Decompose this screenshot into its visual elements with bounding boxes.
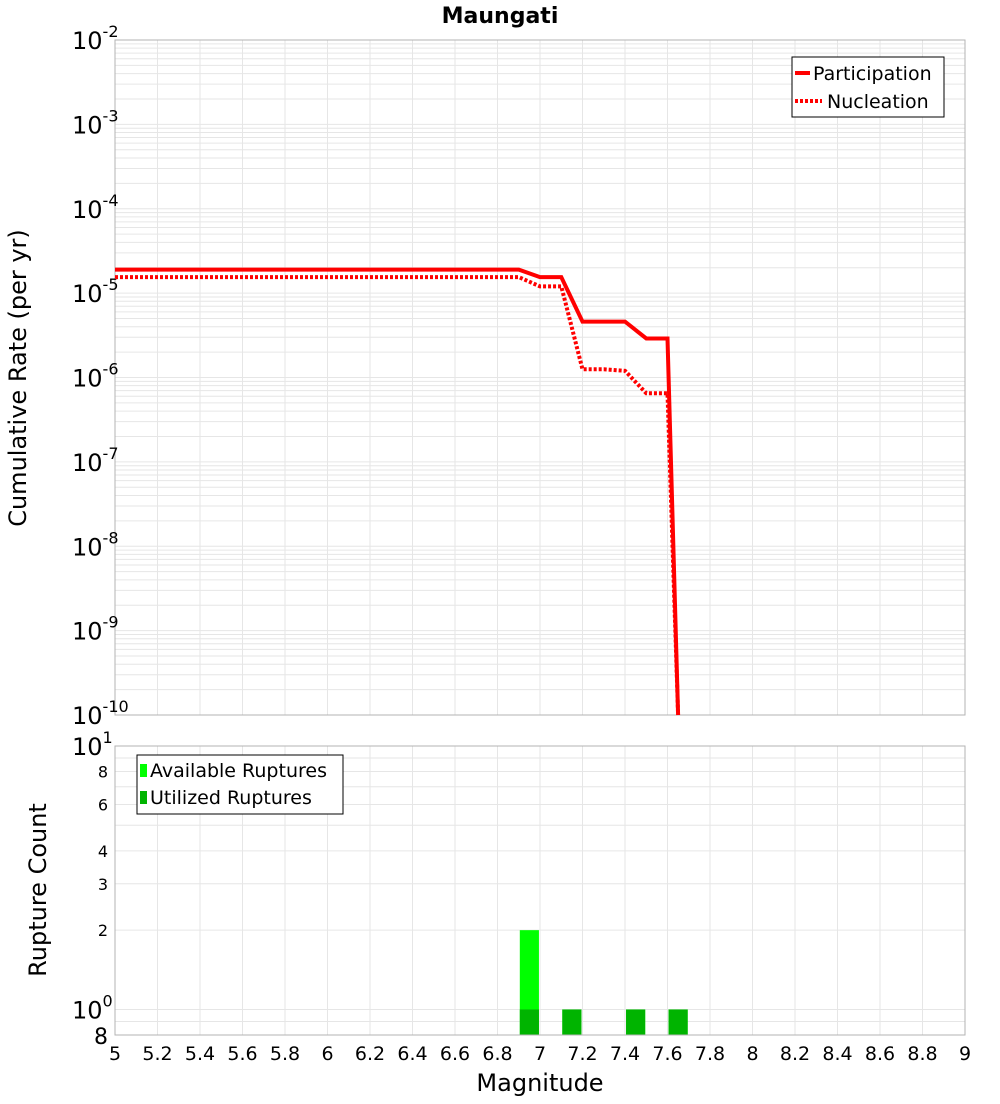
x-tick-label: 5.2 [142, 1043, 172, 1065]
rate-plot-legend-box [791, 56, 945, 118]
x-tick-label: 8 [746, 1043, 758, 1065]
series-line-participation [115, 267, 681, 716]
count-y-tick-label: 8 [98, 763, 108, 782]
bar-utilized [519, 1009, 539, 1035]
x-tick-label: 6.4 [397, 1043, 427, 1065]
x-tick-label: 8.4 [822, 1043, 852, 1065]
bar-utilized [626, 1009, 646, 1035]
x-tick-label: 7.2 [567, 1043, 597, 1065]
count-y-tick-label: 2 [98, 921, 108, 940]
rate-plot: 10-10 10-9 10-8 10-7 10-6 10-5 10-4 10-3 10-2 Cu… [4, 22, 966, 730]
x-tick-label: 7.4 [610, 1043, 640, 1065]
count-plot-legend-box [136, 754, 344, 815]
legend-label-available: Available Ruptures [150, 760, 327, 782]
x-tick-label: 6.6 [440, 1043, 470, 1065]
count-y-bottom-label: 8 [94, 1025, 108, 1050]
rate-y-tick-label: 10-2 [72, 22, 119, 55]
rate-plot-legend: Participation Nucleation [791, 56, 945, 118]
x-tick-label: 5.6 [227, 1043, 257, 1065]
legend-swatch-utilized [140, 791, 147, 804]
series-line-nucleation [115, 275, 681, 716]
legend-label-participation: Participation [813, 63, 932, 85]
legend-swatch-available [140, 764, 147, 777]
count-plot-y-label: Rupture Count [24, 803, 52, 977]
bar-available [519, 930, 539, 1035]
rate-y-tick-label: 10-9 [72, 613, 119, 646]
legend-label-nucleation: Nucleation [827, 91, 929, 113]
rate-plot-y-label: Cumulative Rate (per yr) [4, 229, 32, 527]
count-y-tick-label: 3 [98, 875, 108, 894]
x-tick-label: 5 [109, 1043, 121, 1065]
x-tick-label: 7.8 [695, 1043, 725, 1065]
rate-y-tick-label: 10-10 [72, 697, 129, 730]
x-tick-label: 5.8 [270, 1043, 300, 1065]
x-tick-label: 7.6 [652, 1043, 682, 1065]
count-y-tick-label: 4 [98, 842, 108, 861]
rate-y-tick-label: 10-7 [72, 444, 119, 477]
bar-utilized [668, 1009, 688, 1035]
rate-plot-series [115, 267, 681, 716]
count-plot-legend: Available Ruptures Utilized Ruptures [136, 754, 344, 815]
rate-plot-grid [114, 40, 966, 716]
count-plot-bars [519, 930, 688, 1035]
count-y-tick-label: 6 [98, 795, 108, 814]
rate-plot-frame [114, 39, 966, 716]
x-tick-label: 6 [321, 1043, 333, 1065]
x-tick-label: 6.2 [355, 1043, 385, 1065]
rate-y-tick-label: 10-4 [72, 191, 119, 224]
count-y-major-tick-label: 101 [72, 728, 113, 761]
x-tick-label: 9 [959, 1043, 971, 1065]
x-tick-label: 6.8 [482, 1043, 512, 1065]
rate-y-tick-label: 10-6 [72, 360, 119, 393]
chart-title: Maungati [442, 4, 559, 29]
x-tick-label: 8.2 [780, 1043, 810, 1065]
x-tick-label: 5.4 [185, 1043, 215, 1065]
count-y-major-tick-label: 100 [72, 991, 113, 1024]
rate-y-tick-label: 10-8 [72, 528, 119, 561]
x-axis-label: Magnitude [476, 1069, 603, 1097]
count-plot-x-ticks: 5 5.2 5.4 5.6 5.8 6 6.2 6.4 6.6 6.8 7 7.2 7.4 7.6 7.8 8… [109, 1043, 971, 1065]
count-plot-frame [114, 745, 966, 1036]
bar-utilized [562, 1009, 582, 1035]
legend-label-utilized: Utilized Ruptures [150, 787, 312, 809]
rate-y-tick-label: 10-3 [72, 106, 119, 139]
x-tick-label: 7 [534, 1043, 546, 1065]
x-tick-label: 8.8 [907, 1043, 937, 1065]
x-tick-label: 8.6 [865, 1043, 895, 1065]
rate-y-tick-label: 10-5 [72, 275, 119, 308]
rate-plot-y-ticks: 10-10 10-9 10-8 10-7 10-6 10-5 10-4 10-3 10-2 [72, 22, 129, 730]
